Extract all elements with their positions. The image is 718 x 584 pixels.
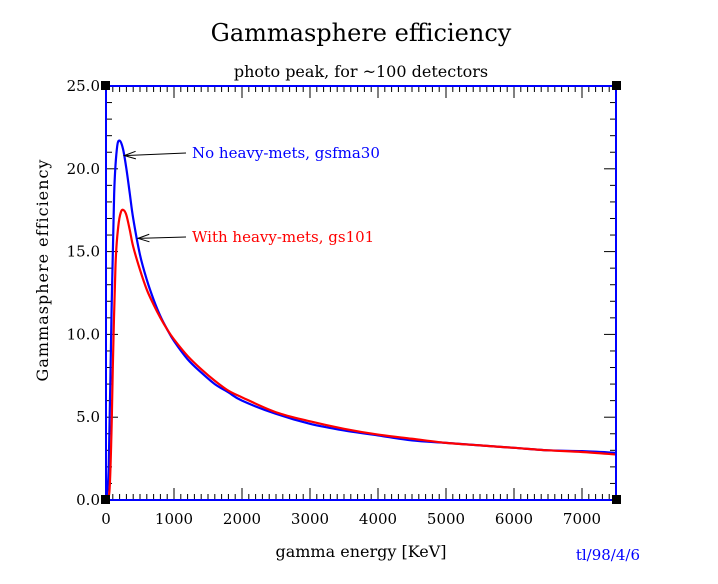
- annotation-arrowhead: [136, 233, 150, 243]
- corner-marker: [612, 495, 621, 504]
- annotation-label: With heavy-mets, gs101: [192, 228, 374, 246]
- plot-frame: [105, 85, 617, 501]
- annotation-arrowhead: [122, 150, 137, 160]
- corner-marker: [612, 81, 621, 90]
- date-stamp: tl/98/4/6: [576, 546, 640, 564]
- y-axis-label: Gammasphere efficiency: [33, 159, 52, 382]
- data-series: [104, 139, 617, 501]
- axis-tick-labels: 0 1000 2000 3000 4000 5000 6000 7000 0.0 5.0 10.0 1…: [67, 77, 602, 528]
- x-axis-label: gamma energy [KeV]: [275, 542, 446, 561]
- y-tick-label: 10.0: [67, 325, 100, 343]
- series-line-no-heavy-mets: [104, 139, 617, 501]
- chart-title: Gammasphere efficiency: [211, 19, 512, 47]
- x-tick-label: 2000: [223, 510, 261, 528]
- y-tick-label: 20.0: [67, 160, 100, 178]
- y-tick-label: 5.0: [76, 408, 100, 426]
- annotation-label: No heavy-mets, gsfma30: [192, 144, 380, 162]
- x-tick-label: 5000: [427, 510, 465, 528]
- x-tick-label: 1000: [155, 510, 193, 528]
- y-tick-label: 25.0: [67, 77, 100, 95]
- corner-marker: [101, 81, 110, 90]
- x-tick-label: 3000: [291, 510, 329, 528]
- series-line-with-heavy-mets: [104, 208, 617, 501]
- series-annotations: No heavy-mets, gsfma30 With heavy-mets, g…: [122, 144, 380, 246]
- corner-marker: [101, 495, 110, 504]
- y-tick-label: 15.0: [67, 243, 100, 261]
- y-tick-label: 0.0: [76, 491, 100, 509]
- annotation-leader-line: [137, 236, 187, 239]
- x-tick-label: 4000: [359, 510, 397, 528]
- annotation-leader-line: [124, 152, 187, 157]
- x-tick-label: 7000: [563, 510, 601, 528]
- x-tick-label: 6000: [495, 510, 533, 528]
- x-tick-label: 0: [101, 510, 111, 528]
- chart-subtitle: photo peak, for ~100 detectors: [234, 62, 488, 81]
